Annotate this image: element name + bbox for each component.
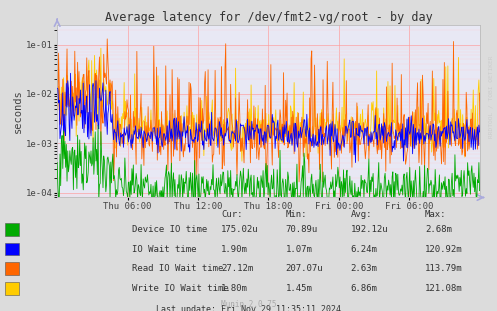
Text: 2.63m: 2.63m: [350, 264, 377, 273]
Text: Max:: Max:: [425, 210, 446, 219]
Text: RRDTOOL / TOBI OETIKER: RRDTOOL / TOBI OETIKER: [489, 55, 494, 138]
Text: Avg:: Avg:: [350, 210, 372, 219]
Text: Last update: Fri Nov 29 11:35:11 2024: Last update: Fri Nov 29 11:35:11 2024: [156, 305, 341, 311]
Text: 2.68m: 2.68m: [425, 225, 452, 234]
Text: 6.24m: 6.24m: [350, 245, 377, 253]
Y-axis label: seconds: seconds: [13, 89, 23, 133]
Text: Read IO Wait time: Read IO Wait time: [132, 264, 223, 273]
Text: 1.45m: 1.45m: [286, 284, 313, 293]
Text: Munin 2.0.75: Munin 2.0.75: [221, 300, 276, 309]
Text: 1.80m: 1.80m: [221, 284, 248, 293]
Text: 1.90m: 1.90m: [221, 245, 248, 253]
Text: 120.92m: 120.92m: [425, 245, 463, 253]
Text: 192.12u: 192.12u: [350, 225, 388, 234]
Text: 207.07u: 207.07u: [286, 264, 324, 273]
Text: 113.79m: 113.79m: [425, 264, 463, 273]
Text: Device IO time: Device IO time: [132, 225, 207, 234]
Text: Write IO Wait time: Write IO Wait time: [132, 284, 229, 293]
Text: IO Wait time: IO Wait time: [132, 245, 196, 253]
Text: 27.12m: 27.12m: [221, 264, 253, 273]
Text: Min:: Min:: [286, 210, 307, 219]
Text: 121.08m: 121.08m: [425, 284, 463, 293]
Text: 175.02u: 175.02u: [221, 225, 259, 234]
Text: 6.86m: 6.86m: [350, 284, 377, 293]
Title: Average latency for /dev/fmt2-vg/root - by day: Average latency for /dev/fmt2-vg/root - …: [104, 11, 432, 24]
Text: 1.07m: 1.07m: [286, 245, 313, 253]
Text: Cur:: Cur:: [221, 210, 243, 219]
Text: 70.89u: 70.89u: [286, 225, 318, 234]
